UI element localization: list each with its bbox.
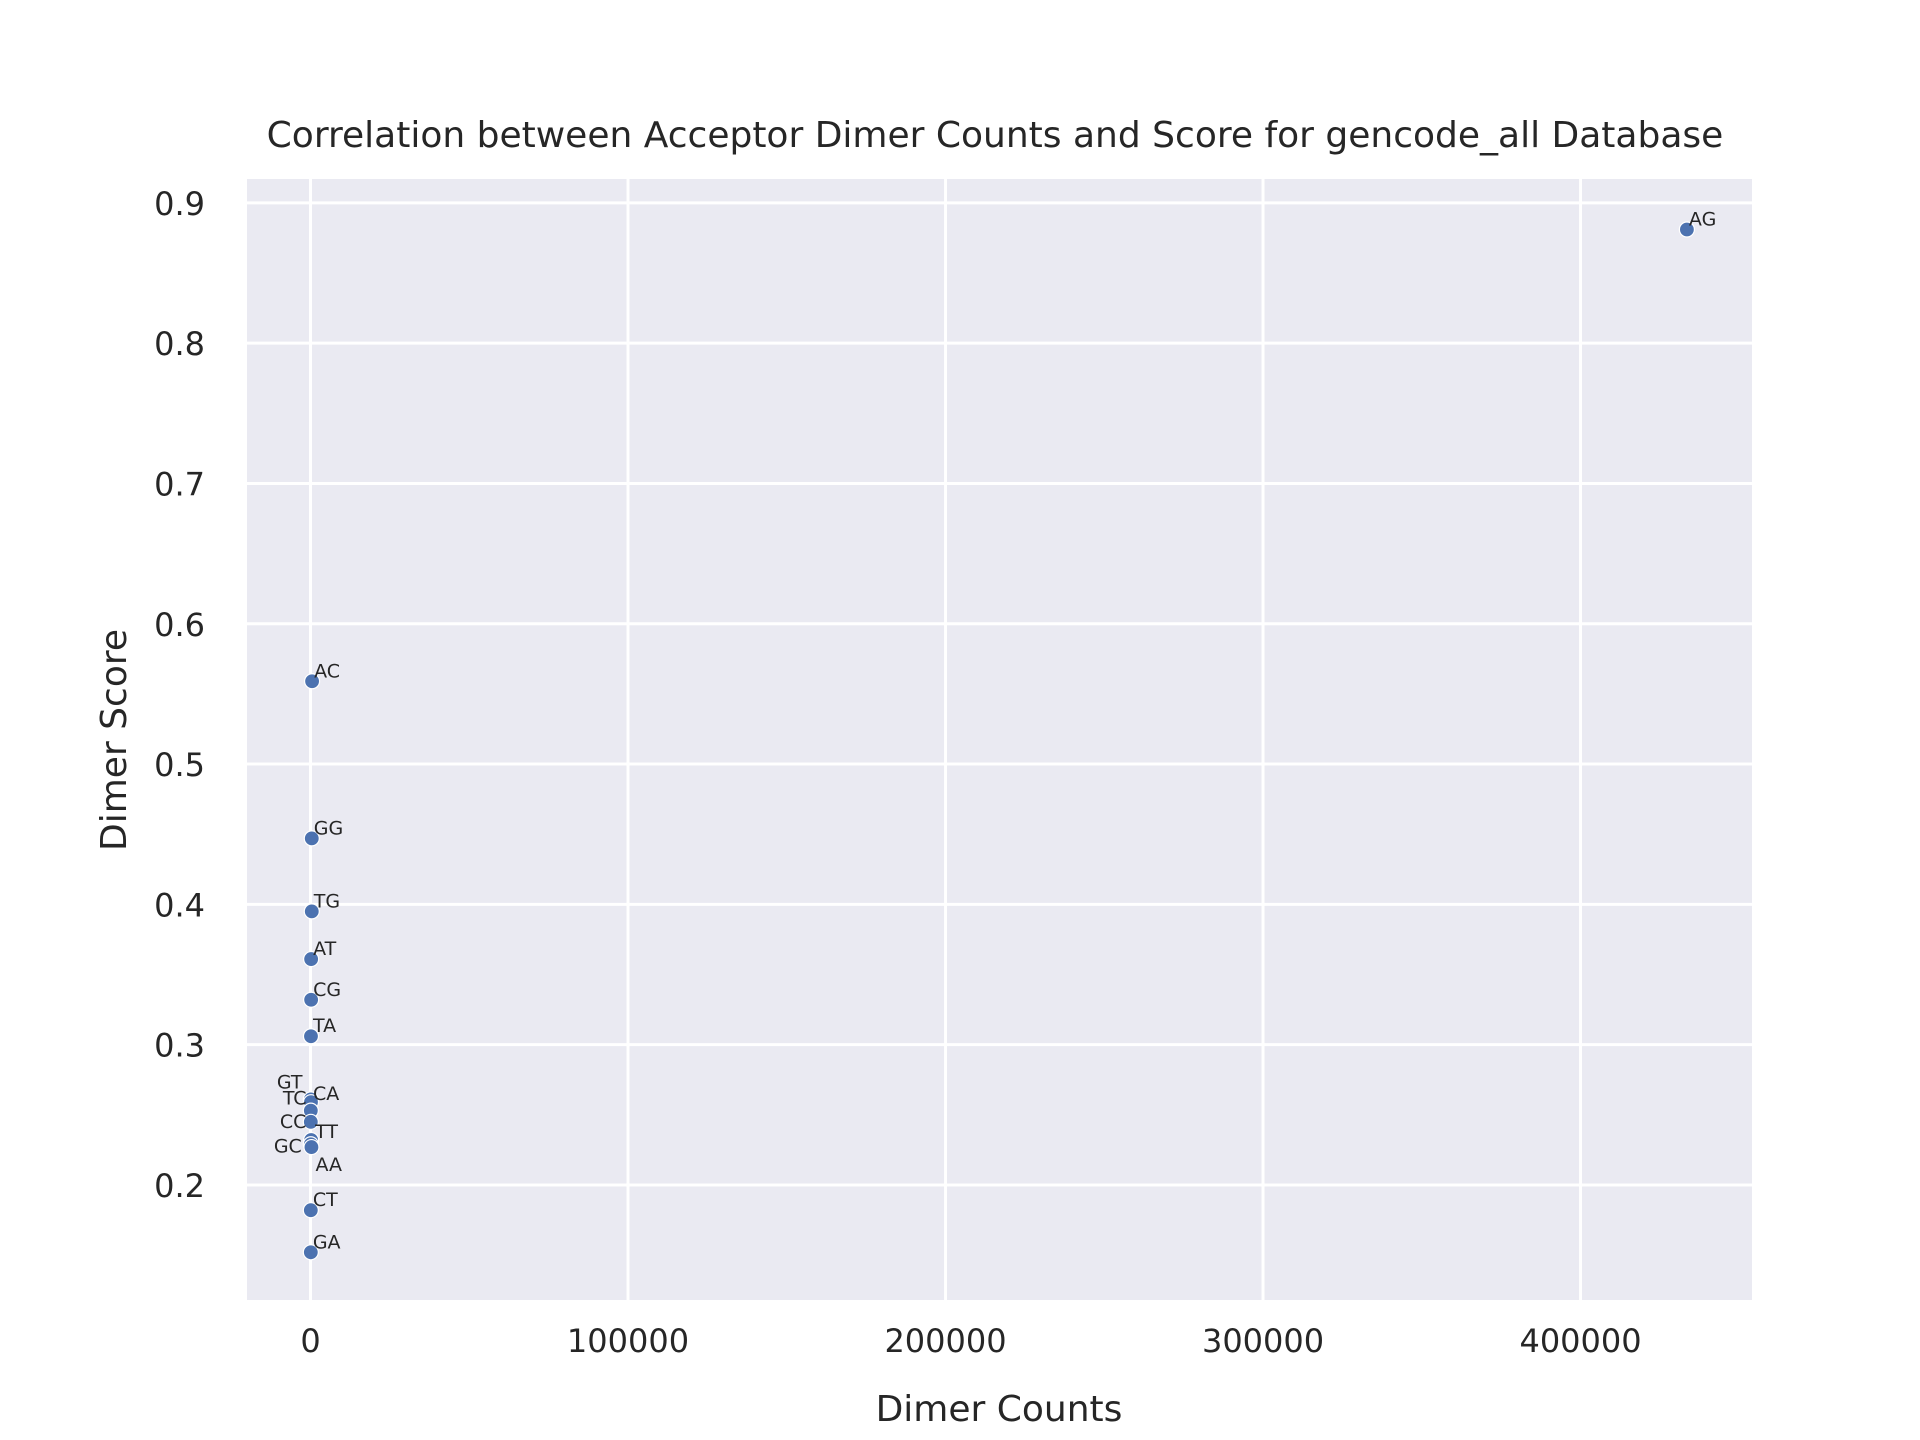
y-tick-label: 0.8 [154, 325, 205, 363]
data-point-ta [302, 1028, 320, 1045]
y-tick-label: 0.3 [154, 1027, 205, 1065]
grid-lines [247, 179, 1752, 1300]
data-point-cc [302, 1113, 319, 1130]
y-axis-label: Dimer Score [94, 629, 135, 851]
point-label-ta: TA [312, 1015, 336, 1037]
point-label-ga: GA [313, 1231, 341, 1253]
point-label-ct: CT [313, 1189, 338, 1211]
point-label-at: AT [313, 938, 337, 960]
point-label-tg: TG [313, 890, 340, 912]
data-points [302, 221, 1696, 1261]
data-point-ct [302, 1202, 319, 1219]
point-label-tc: TC [282, 1088, 307, 1110]
x-tick-label: 200000 [884, 1322, 1006, 1360]
data-point-ag [1678, 221, 1696, 238]
x-tick-label: 0 [300, 1322, 320, 1360]
y-tick-label: 0.5 [154, 746, 205, 784]
tick-labels: 0 100000 200000 300000 400000 0.2 0.3 0.4 0.5 0.6… [154, 185, 1642, 1360]
data-point-aa [303, 1138, 320, 1156]
data-point-gg [303, 830, 320, 847]
y-tick-label: 0.6 [154, 606, 205, 644]
point-label-tt: TT [314, 1121, 338, 1143]
x-tick-label: 400000 [1519, 1322, 1641, 1360]
point-label-ac: AC [314, 660, 340, 682]
data-point-tg [303, 903, 320, 920]
data-point-at [303, 950, 320, 968]
point-label-ca: CA [313, 1083, 339, 1105]
point-label-gc: GC [274, 1135, 302, 1157]
data-point-ac [303, 673, 321, 690]
point-label-aa: AA [315, 1154, 342, 1176]
point-label-gg: GG [314, 817, 343, 839]
x-tick-label: 300000 [1202, 1322, 1324, 1360]
chart-title: Correlation between Acceptor Dimer Count… [267, 115, 1724, 156]
point-label-ag: AG [1689, 209, 1716, 231]
y-tick-label: 0.9 [154, 185, 205, 223]
data-point-ga [302, 1244, 319, 1261]
y-tick-label: 0.4 [154, 886, 205, 924]
x-axis-label: Dimer Counts [876, 1389, 1123, 1430]
data-point-cg [303, 991, 320, 1008]
plot-area [247, 179, 1752, 1300]
point-label-cc: CC [280, 1111, 307, 1133]
y-tick-label: 0.7 [154, 465, 205, 503]
point-label-cg: CG [313, 979, 341, 1001]
point-label-gt: GT [277, 1071, 303, 1093]
x-tick-label: 100000 [567, 1322, 689, 1360]
y-tick-label: 0.2 [154, 1167, 205, 1205]
